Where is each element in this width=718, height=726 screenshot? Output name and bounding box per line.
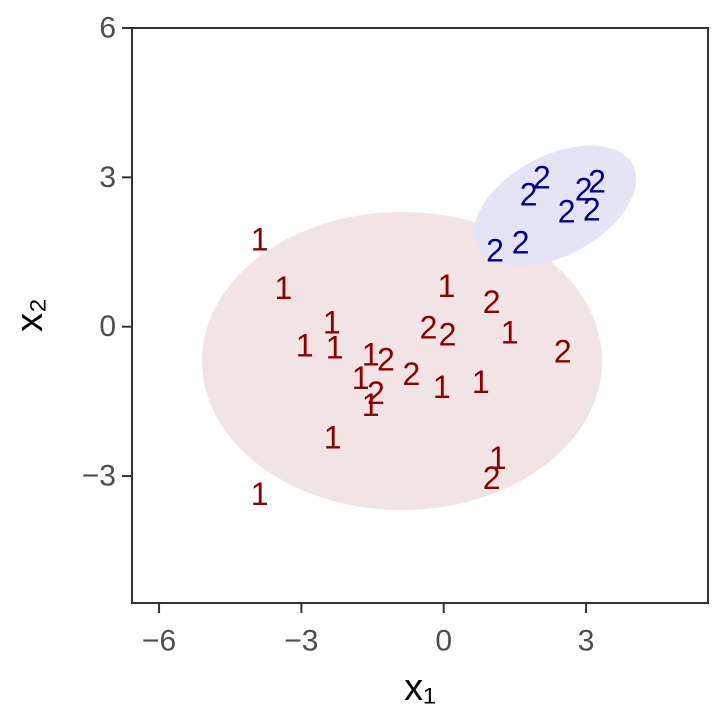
point-label: 1 (352, 360, 370, 396)
x-tick-label: 0 (435, 625, 452, 658)
point-label: 1 (438, 268, 456, 304)
point-label: 2 (533, 159, 551, 195)
point-label: 2 (520, 176, 538, 212)
x-tick-label: −6 (142, 625, 176, 658)
point-label: 2 (554, 334, 572, 370)
y-tick-label: 3 (99, 161, 116, 194)
point-label: 2 (403, 356, 421, 392)
point-label: 1 (433, 369, 451, 405)
point-label: 2 (483, 460, 501, 496)
point-label: 1 (323, 305, 341, 341)
group-ellipse (473, 145, 637, 267)
point-label: 2 (483, 284, 501, 320)
point-label: 1 (326, 330, 344, 366)
point-label: 2 (575, 171, 593, 207)
point-label: 1 (362, 337, 380, 373)
point-label: 1 (501, 315, 519, 351)
point-label: 2 (558, 194, 576, 230)
point-label: 2 (367, 375, 385, 411)
point-label: 1 (489, 440, 507, 476)
point-label: 2 (420, 310, 438, 346)
point-label: 2 (486, 233, 504, 269)
point-label: 1 (251, 222, 269, 258)
y-tick-label: 6 (99, 12, 116, 45)
point-label: 2 (588, 163, 606, 199)
point-label: 2 (439, 317, 457, 353)
point-label: 1 (251, 476, 269, 512)
point-label: 1 (472, 364, 490, 400)
point-label: 1 (296, 328, 314, 364)
point-label: 2 (583, 192, 601, 228)
x-axis-title: x₁ (404, 667, 436, 709)
x-tick-label: 3 (578, 625, 595, 658)
point-label: 1 (362, 387, 380, 423)
group-ellipse (202, 212, 602, 510)
point-label: 2 (377, 342, 395, 378)
point-label: 1 (274, 270, 292, 306)
y-tick-label: −3 (82, 460, 116, 493)
point-label: 2 (512, 225, 530, 261)
x-tick-label: −3 (284, 625, 318, 658)
y-tick-label: 0 (99, 310, 116, 343)
y-axis-title: x₂ (9, 298, 51, 332)
point-label: 1 (324, 420, 342, 456)
panel-border (131, 27, 709, 604)
